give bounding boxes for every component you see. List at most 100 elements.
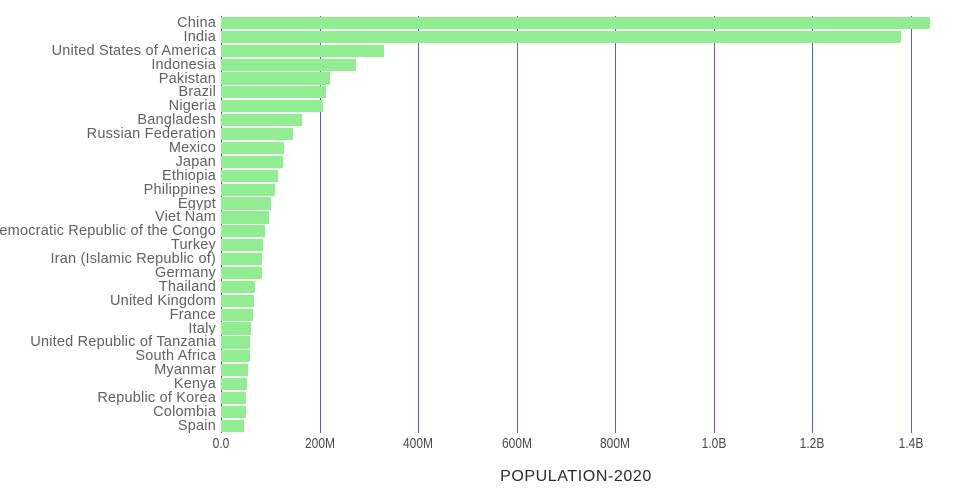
bar-row: Turkey	[0, 238, 960, 252]
category-label-text: France	[169, 307, 216, 322]
bar	[221, 378, 248, 391]
bar-row: United States of America	[0, 44, 960, 58]
bar	[221, 308, 254, 321]
bar-row: Democratic Republic of the Congo	[0, 224, 960, 238]
category-label-text: Ethiopia	[162, 168, 216, 183]
category-label-text: Iran (Islamic Republic of)	[50, 252, 216, 267]
bar	[221, 211, 269, 224]
gridline	[615, 16, 616, 433]
category-label-text: Japan	[175, 154, 216, 169]
bar	[221, 72, 330, 85]
category-label-text: Republic of Korea	[97, 391, 216, 405]
bar	[221, 322, 251, 335]
bar-row: Iran (Islamic Republic of)	[0, 252, 960, 266]
bar	[221, 141, 285, 155]
category-label-text: United Kingdom	[110, 293, 216, 308]
category-label: Democratic Republic of the Congo	[0, 224, 221, 238]
category-label: Japan	[0, 155, 221, 169]
bar	[221, 280, 256, 293]
gridline	[319, 16, 321, 433]
category-label: Iran (Islamic Republic of)	[0, 252, 221, 266]
bar	[221, 155, 284, 168]
bar-row: Viet Nam	[0, 210, 960, 224]
bar	[221, 30, 901, 43]
category-label-text: Spain	[177, 418, 216, 433]
category-label: Egypt	[0, 197, 221, 211]
category-label-text: India	[183, 29, 216, 44]
bar	[221, 100, 323, 113]
bar	[221, 294, 255, 307]
bar-row: Brazil	[0, 85, 960, 99]
category-label: United Kingdom	[0, 294, 221, 308]
category-label-text: Brazil	[178, 85, 216, 100]
x-tick-label: 600M	[501, 435, 532, 452]
bar-row: South Africa	[0, 349, 960, 363]
category-label-text: Germany	[154, 266, 216, 280]
category-label-text: Russian Federation	[86, 127, 216, 142]
category-label-text: Philippines	[143, 182, 216, 197]
bar	[221, 183, 275, 196]
category-label: Turkey	[0, 238, 221, 252]
category-label: Colombia	[0, 405, 221, 419]
bar-row: Republic of Korea	[0, 391, 960, 405]
category-label: United Republic of Tanzania	[0, 335, 221, 349]
bar	[221, 44, 385, 57]
bar	[221, 391, 247, 405]
x-tick-label: 1.4B	[898, 435, 923, 452]
category-label: Mexico	[0, 141, 221, 155]
x-tick-label: 1.2B	[799, 435, 825, 452]
bar	[221, 169, 278, 182]
category-label: France	[0, 308, 221, 322]
category-label: Thailand	[0, 280, 221, 294]
category-label: Russian Federation	[0, 127, 221, 141]
bar-row: Spain	[0, 419, 960, 433]
y-axis-line	[221, 16, 222, 433]
category-label: South Africa	[0, 349, 221, 363]
x-tick-label: 1.0B	[701, 435, 726, 452]
bar	[221, 350, 251, 363]
category-label-text: Colombia	[153, 404, 216, 419]
x-tick-label: 400M	[402, 435, 434, 452]
gridline	[910, 16, 912, 433]
bar-row: France	[0, 308, 960, 322]
category-label: United States of America	[0, 44, 221, 58]
bar-row: Japan	[0, 155, 960, 169]
bar-row: Nigeria	[0, 99, 960, 113]
bar	[221, 336, 251, 349]
category-label: Philippines	[0, 183, 221, 197]
category-label-text: Kenya	[173, 377, 216, 392]
bar	[221, 252, 263, 266]
category-label-text: Democratic Republic of the Congo	[0, 224, 216, 239]
category-label: China	[0, 16, 221, 30]
category-label-text: Bangladesh	[137, 113, 216, 128]
bar	[221, 58, 356, 71]
bar-row: India	[0, 30, 960, 44]
category-label: Ethiopia	[0, 169, 221, 183]
bar-row: Colombia	[0, 405, 960, 419]
gridline	[516, 16, 518, 433]
category-label: Pakistan	[0, 72, 221, 86]
category-label-text: Nigeria	[168, 99, 216, 114]
bar-row: Philippines	[0, 183, 960, 197]
bar-row: Ethiopia	[0, 169, 960, 183]
bar-row: Thailand	[0, 280, 960, 294]
category-label-text: United States of America	[51, 43, 216, 58]
bar-row: Indonesia	[0, 58, 960, 72]
x-tick-label: 0.0	[212, 435, 230, 452]
bar	[221, 266, 263, 280]
category-label-text: United Republic of Tanzania	[30, 335, 216, 350]
category-label-text: Italy	[188, 321, 216, 336]
category-label: Myanmar	[0, 363, 221, 377]
bar	[221, 225, 266, 238]
bar	[221, 197, 272, 210]
category-label-text: Myanmar	[154, 363, 216, 378]
category-label: Germany	[0, 266, 221, 280]
category-label: Bangladesh	[0, 113, 221, 127]
category-label-text: Thailand	[158, 279, 216, 294]
category-label-text: Turkey	[171, 238, 216, 253]
bar	[221, 364, 248, 377]
x-tick-label: 200M	[304, 435, 335, 452]
bar-row: Germany	[0, 266, 960, 280]
category-label-text: Pakistan	[158, 71, 216, 86]
